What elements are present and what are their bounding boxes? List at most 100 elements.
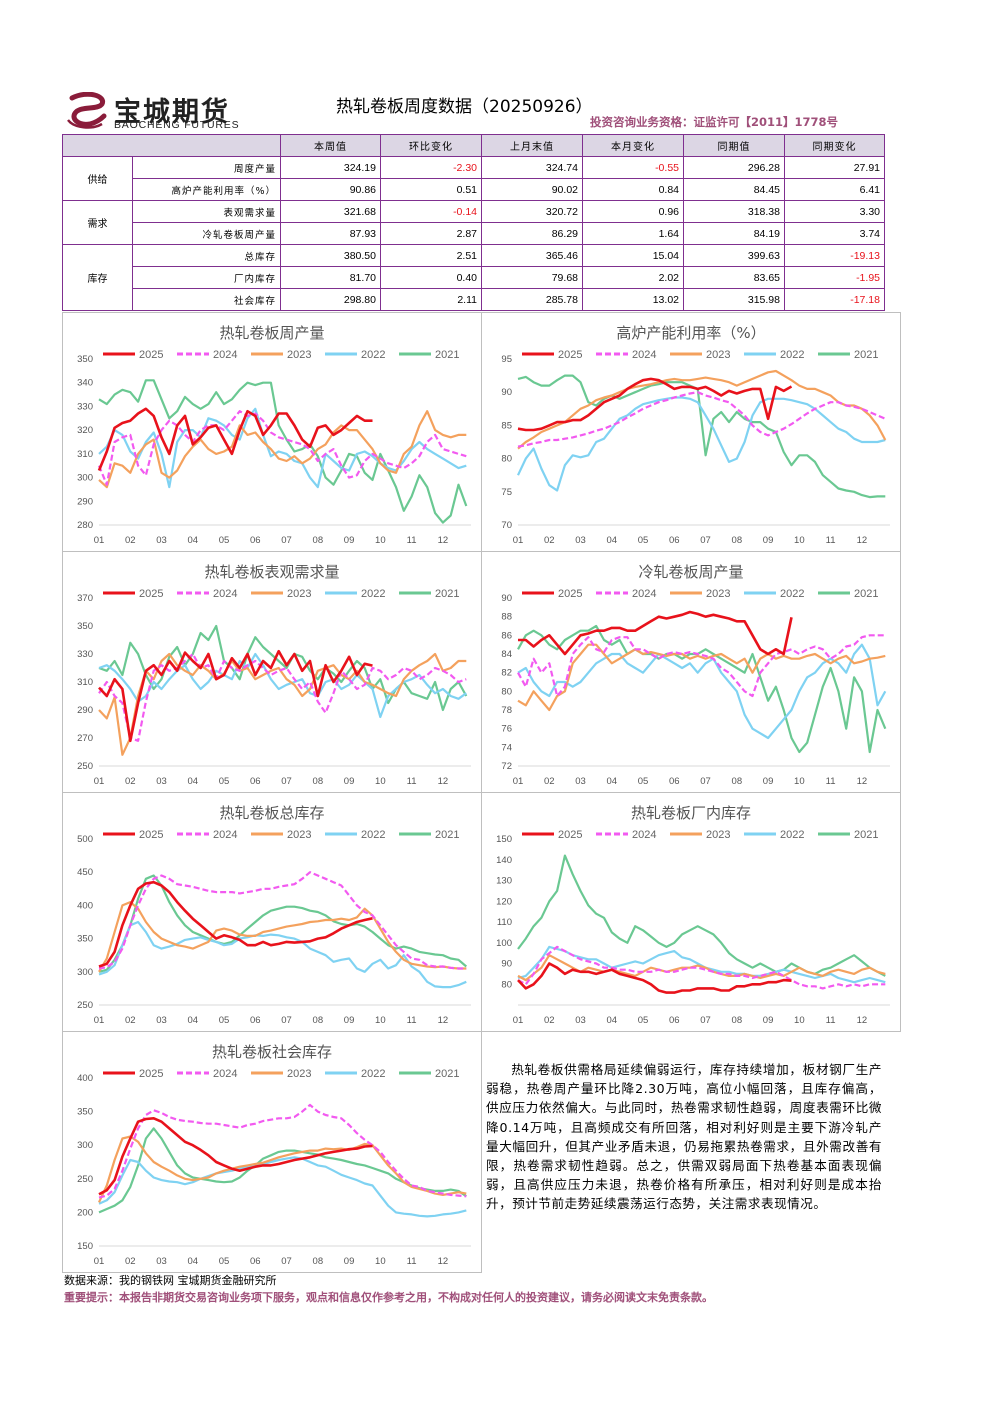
x-tick-label: 08 — [732, 1015, 743, 1026]
table-cell: 365.46 — [481, 244, 583, 267]
series-line-2021 — [517, 374, 886, 499]
x-tick-label: 11 — [407, 1256, 417, 1267]
table-cell: 90.02 — [481, 178, 583, 201]
legend-label: 2023 — [706, 349, 730, 361]
y-tick-label: 85 — [501, 420, 512, 431]
x-tick-label: 01 — [94, 1015, 105, 1026]
legend-label: 2025 — [558, 349, 582, 361]
table-cell: 2.02 — [582, 266, 684, 289]
table-cell: -2.30 — [380, 156, 482, 179]
x-tick-label: 10 — [375, 1015, 386, 1026]
disclaimer: 重要提示：本报告非期货交易咨询业务项下服务，观点和信息仅作参考之用，不构成对任何… — [64, 1291, 713, 1304]
x-tick-label: 05 — [638, 535, 649, 546]
series-line-2021 — [98, 1127, 467, 1214]
header-blank-cell — [62, 134, 281, 157]
logo-chinese-name: 宝城期货 — [114, 97, 230, 128]
x-tick-label: 08 — [313, 1015, 324, 1026]
x-tick-label: 09 — [763, 776, 774, 787]
indicator-label: 冷轧卷板周产量 — [132, 222, 281, 245]
chart-title: 热轧卷板表观需求量 — [204, 563, 339, 581]
y-tick-label: 78 — [501, 705, 512, 716]
table-header-row: 本周值 环比变化 上月末值 本月变化 同期值 同期变化 — [62, 134, 885, 157]
y-tick-label: 300 — [77, 473, 93, 484]
table-cell: 87.93 — [280, 222, 381, 245]
table-cell: 84.19 — [683, 222, 785, 245]
table-cell: 0.51 — [380, 178, 482, 201]
x-tick-label: 01 — [513, 1015, 524, 1026]
y-tick-label: 310 — [77, 449, 93, 460]
y-tick-label: 88 — [501, 612, 512, 623]
table-cell: 90.86 — [280, 178, 381, 201]
x-tick-label: 06 — [250, 535, 261, 546]
x-tick-label: 02 — [125, 1256, 136, 1267]
series-line-2025 — [98, 880, 373, 968]
x-tick-label: 02 — [544, 1015, 555, 1026]
series-line-2022 — [517, 396, 886, 492]
x-tick-label: 11 — [826, 776, 836, 787]
series-line-2022 — [98, 652, 467, 719]
table-cell: 86.29 — [481, 222, 583, 245]
series-line-2021 — [98, 379, 468, 524]
table-cell: 399.63 — [683, 244, 785, 267]
legend-label: 2025 — [139, 829, 163, 841]
x-tick-label: 08 — [732, 535, 743, 546]
x-tick-label: 02 — [125, 1015, 136, 1026]
legend-label: 2021 — [854, 588, 878, 600]
y-tick-label: 270 — [77, 733, 93, 744]
legend-label: 2024 — [213, 349, 237, 361]
series-line-2024 — [517, 634, 886, 698]
legend-label: 2024 — [213, 588, 237, 600]
x-tick-label: 04 — [606, 535, 617, 546]
legend-label: 2024 — [632, 349, 656, 361]
x-tick-label: 06 — [669, 535, 680, 546]
y-tick-label: 300 — [77, 967, 93, 978]
y-tick-label: 95 — [501, 354, 512, 365]
y-tick-label: 72 — [501, 761, 512, 772]
y-tick-label: 90 — [501, 387, 512, 398]
column-header: 本月变化 — [582, 134, 684, 157]
indicator-label: 表观需求量 — [132, 200, 281, 223]
x-tick-label: 07 — [281, 535, 292, 546]
y-tick-label: 86 — [501, 630, 512, 641]
table-cell: 315.98 — [683, 288, 785, 311]
y-tick-label: 350 — [77, 354, 93, 365]
table-row: 库存 总库存 380.50 2.51 365.46 15.04 399.63 -19.13 — [62, 244, 885, 311]
y-tick-label: 290 — [77, 705, 93, 716]
x-tick-label: 01 — [94, 1256, 105, 1267]
x-tick-label: 03 — [575, 535, 586, 546]
y-tick-label: 400 — [77, 900, 93, 911]
column-header: 同期值 — [683, 134, 785, 157]
chart-blast-furnace-utilization: 高炉产能利用率（%） 2025 2024 2023 2022 2021 70 75 80 85 90… — [481, 312, 901, 552]
table-cell: 15.04 — [582, 244, 684, 267]
table-cell: 324.19 — [280, 156, 381, 179]
x-tick-label: 06 — [250, 1256, 261, 1267]
indicator-label: 厂内库存 — [132, 266, 281, 289]
table-cell: -19.13 — [784, 244, 885, 267]
series-line-2022 — [98, 920, 467, 989]
table-cell: 6.41 — [784, 178, 885, 201]
x-tick-label: 02 — [544, 535, 555, 546]
series-line-2022 — [98, 1156, 467, 1218]
table-cell: 27.91 — [784, 156, 885, 179]
y-tick-label: 450 — [77, 867, 93, 878]
legend-label: 2024 — [632, 588, 656, 600]
table-cell: 324.74 — [481, 156, 583, 179]
x-tick-label: 12 — [438, 535, 449, 546]
legend-label: 2023 — [287, 588, 311, 600]
table-cell: -0.55 — [582, 156, 684, 179]
legend-label: 2025 — [139, 588, 163, 600]
column-header: 本周值 — [280, 134, 381, 157]
column-header: 同期变化 — [784, 134, 885, 157]
legend-label: 2023 — [287, 1068, 311, 1080]
chart-svg: 热轧卷板社会库存 2025 2024 2023 2022 2021 150 200 250 300… — [77, 1043, 471, 1267]
y-tick-label: 80 — [501, 979, 512, 990]
series-line-2025 — [97, 407, 373, 471]
x-tick-label: 03 — [156, 1015, 167, 1026]
table-cell: -1.95 — [784, 266, 885, 289]
series-line-2023 — [98, 410, 467, 489]
legend-label: 2022 — [361, 588, 385, 600]
y-tick-label: 75 — [501, 487, 512, 498]
series-line-2023 — [98, 900, 467, 973]
x-tick-label: 02 — [125, 535, 136, 546]
x-tick-label: 04 — [187, 1015, 198, 1026]
